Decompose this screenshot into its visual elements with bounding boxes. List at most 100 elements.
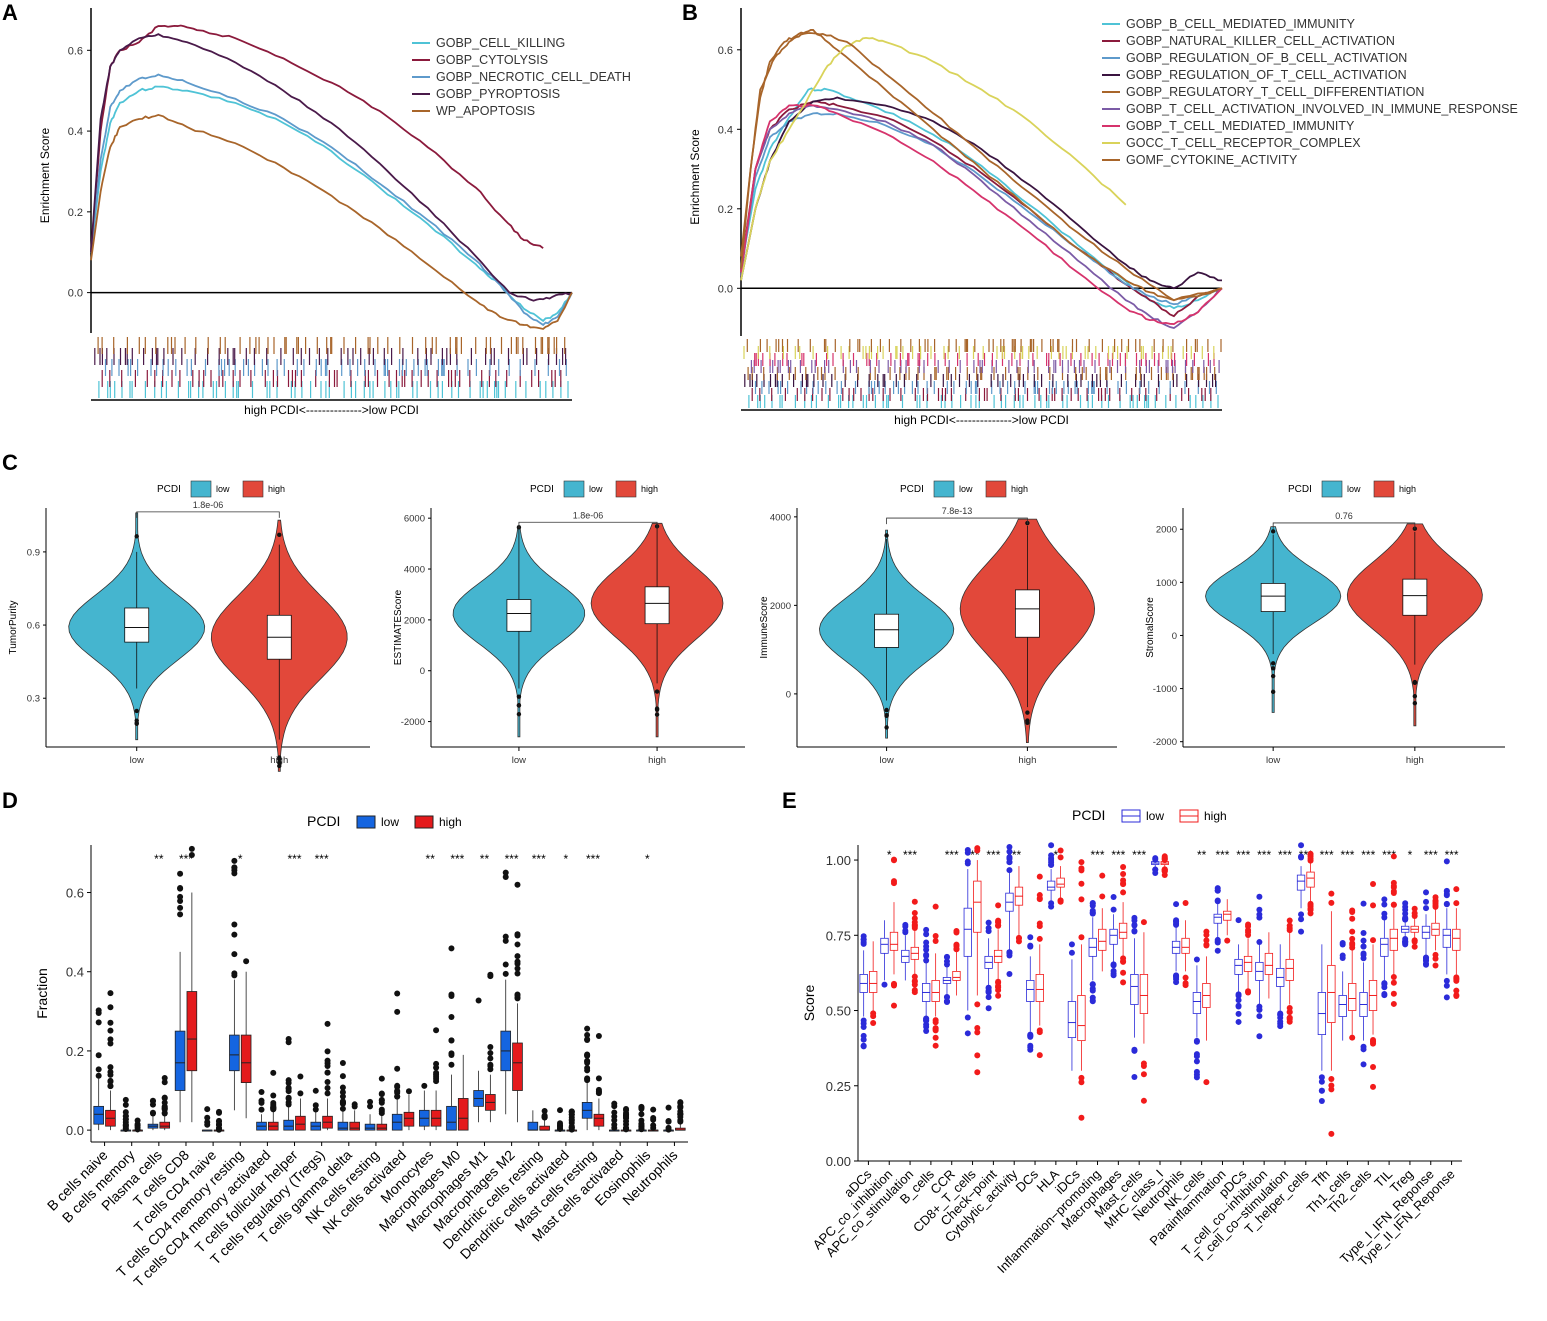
y-tick-label: 0.6 bbox=[27, 621, 40, 632]
outlier bbox=[1411, 937, 1418, 944]
outlier bbox=[1256, 906, 1263, 913]
outlier bbox=[1339, 941, 1346, 948]
legend-label: GOBP_NATURAL_KILLER_CELL_ACTIVATION bbox=[1126, 34, 1395, 48]
box bbox=[1296, 874, 1306, 891]
box bbox=[229, 1034, 240, 1072]
y-tick-label: 0.6 bbox=[718, 45, 733, 57]
legend-label: GOBP_PYROPTOSIS bbox=[436, 87, 560, 101]
outlier bbox=[995, 982, 1002, 989]
outlier bbox=[860, 1036, 867, 1043]
outlier bbox=[177, 870, 184, 877]
outlier bbox=[654, 689, 660, 694]
outlier bbox=[584, 1067, 591, 1074]
series-line-gomf_cytokine_activity bbox=[740, 32, 1223, 302]
outlier bbox=[923, 939, 930, 946]
x-tick-label: low bbox=[130, 755, 144, 766]
legend-label: high bbox=[1011, 484, 1028, 494]
box bbox=[1077, 995, 1086, 1042]
outlier bbox=[1203, 941, 1210, 948]
outlier bbox=[860, 1020, 867, 1027]
outlier bbox=[1245, 929, 1252, 936]
outlier bbox=[584, 1025, 591, 1032]
outlier bbox=[1381, 896, 1388, 903]
outlier bbox=[448, 1050, 455, 1057]
outlier bbox=[911, 919, 918, 926]
outlier bbox=[378, 1106, 385, 1113]
outlier bbox=[953, 946, 960, 953]
box bbox=[527, 1121, 539, 1131]
outlier bbox=[258, 1106, 265, 1113]
outlier bbox=[107, 1019, 114, 1026]
box bbox=[1306, 871, 1315, 888]
significance-label: * bbox=[1408, 848, 1413, 862]
outlier bbox=[285, 1036, 292, 1043]
outlier bbox=[1360, 1046, 1367, 1053]
box bbox=[1264, 952, 1274, 975]
outlier bbox=[378, 1090, 385, 1097]
outlier bbox=[258, 1088, 265, 1095]
outlier bbox=[985, 1005, 992, 1012]
outlier bbox=[231, 921, 238, 928]
box bbox=[1223, 910, 1232, 921]
y-tick-label: 0.3 bbox=[27, 694, 40, 705]
outlier bbox=[285, 1088, 292, 1095]
box bbox=[1260, 583, 1286, 612]
outlier bbox=[985, 994, 992, 1001]
outlier bbox=[870, 1013, 877, 1020]
outlier bbox=[1235, 1002, 1242, 1009]
outlier bbox=[1089, 981, 1096, 988]
legend-label: GOBP_NECROTIC_CELL_DEATH bbox=[436, 70, 631, 84]
y-tick-label: 0.2 bbox=[66, 1044, 84, 1059]
outlier bbox=[1381, 991, 1388, 998]
outlier bbox=[923, 957, 930, 964]
legend-label: high bbox=[1399, 484, 1416, 494]
outlier bbox=[502, 937, 509, 944]
outlier bbox=[1193, 956, 1200, 963]
x-axis-label: high PCDI<-------------->low PCDI bbox=[894, 413, 1069, 427]
outlier bbox=[1203, 1079, 1210, 1086]
outlier bbox=[1214, 947, 1221, 954]
outlier bbox=[1370, 1040, 1377, 1047]
outlier bbox=[1411, 905, 1418, 912]
outlier bbox=[623, 1107, 630, 1114]
outlier bbox=[1027, 934, 1034, 941]
outlier bbox=[1402, 903, 1409, 910]
outlier bbox=[1036, 895, 1043, 902]
outlier bbox=[1078, 880, 1085, 887]
outlier bbox=[161, 1105, 168, 1112]
outlier bbox=[394, 1008, 401, 1015]
outlier bbox=[1318, 1074, 1325, 1081]
box bbox=[1402, 578, 1428, 616]
box bbox=[240, 1034, 252, 1083]
outlier bbox=[584, 1052, 591, 1059]
outlier bbox=[1120, 863, 1127, 870]
box bbox=[457, 1098, 469, 1131]
outlier bbox=[974, 1069, 981, 1076]
outlier bbox=[1318, 1098, 1325, 1105]
outlier bbox=[1423, 961, 1430, 968]
outlier bbox=[902, 921, 909, 928]
outlier bbox=[1048, 852, 1055, 859]
outlier bbox=[923, 1017, 930, 1024]
legend-label: low bbox=[589, 484, 603, 494]
outlier bbox=[568, 1111, 575, 1118]
legend-swatch bbox=[414, 815, 434, 829]
legend-label: high bbox=[439, 815, 462, 829]
box bbox=[349, 1121, 360, 1131]
y-tick-label: 0.0 bbox=[66, 1123, 84, 1138]
outlier bbox=[324, 1069, 331, 1076]
box bbox=[1015, 589, 1040, 638]
legend-title: PCDI bbox=[1072, 807, 1105, 823]
outlier bbox=[974, 1029, 981, 1036]
outlier bbox=[297, 1090, 304, 1097]
outlier bbox=[324, 1079, 331, 1086]
outlier bbox=[677, 1118, 684, 1125]
outlier bbox=[277, 760, 282, 765]
significance-label: *** bbox=[1278, 848, 1292, 862]
outlier bbox=[611, 1124, 618, 1131]
outlier bbox=[339, 1084, 346, 1091]
outlier bbox=[1432, 962, 1439, 969]
outlier bbox=[1068, 941, 1075, 948]
outlier bbox=[1412, 680, 1418, 686]
